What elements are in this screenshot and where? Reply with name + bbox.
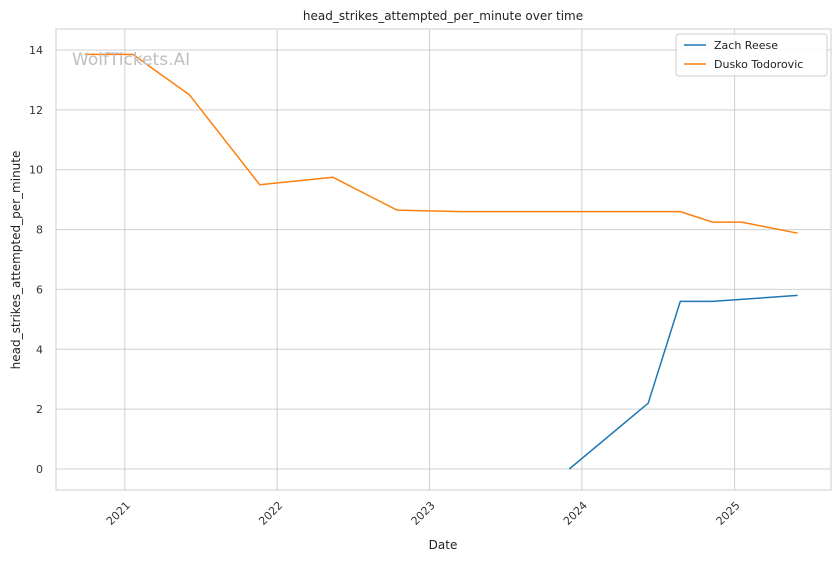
y-tick-label-5: 10 (29, 164, 43, 177)
series-line-1 (84, 53, 798, 234)
chart-title: head_strikes_attempted_per_minute over t… (303, 9, 583, 23)
y-axis-label: head_strikes_attempted_per_minute (9, 151, 23, 370)
series-lines (84, 53, 798, 470)
legend-box (675, 33, 828, 77)
y-tick-label-0: 0 (36, 463, 43, 476)
y-tick-label-6: 12 (29, 104, 43, 117)
y-tick-label-3: 6 (36, 283, 43, 296)
legend-label-1: Dusko Todorovic (714, 58, 803, 71)
y-tick-label-4: 8 (36, 224, 43, 237)
x-axis-label: Date (429, 538, 458, 552)
watermark: WolfTickets.AI (72, 50, 190, 70)
legend-label-0: Zach Reese (714, 39, 778, 52)
y-tick-label-2: 4 (36, 343, 43, 356)
plot-frame (55, 28, 832, 491)
legend: Zach Reese Dusko Todorovic (675, 33, 828, 77)
y-tick-label-1: 2 (36, 403, 43, 416)
grid (56, 29, 831, 490)
y-tick-label-7: 14 (29, 44, 43, 57)
series-line-0 (568, 294, 798, 470)
